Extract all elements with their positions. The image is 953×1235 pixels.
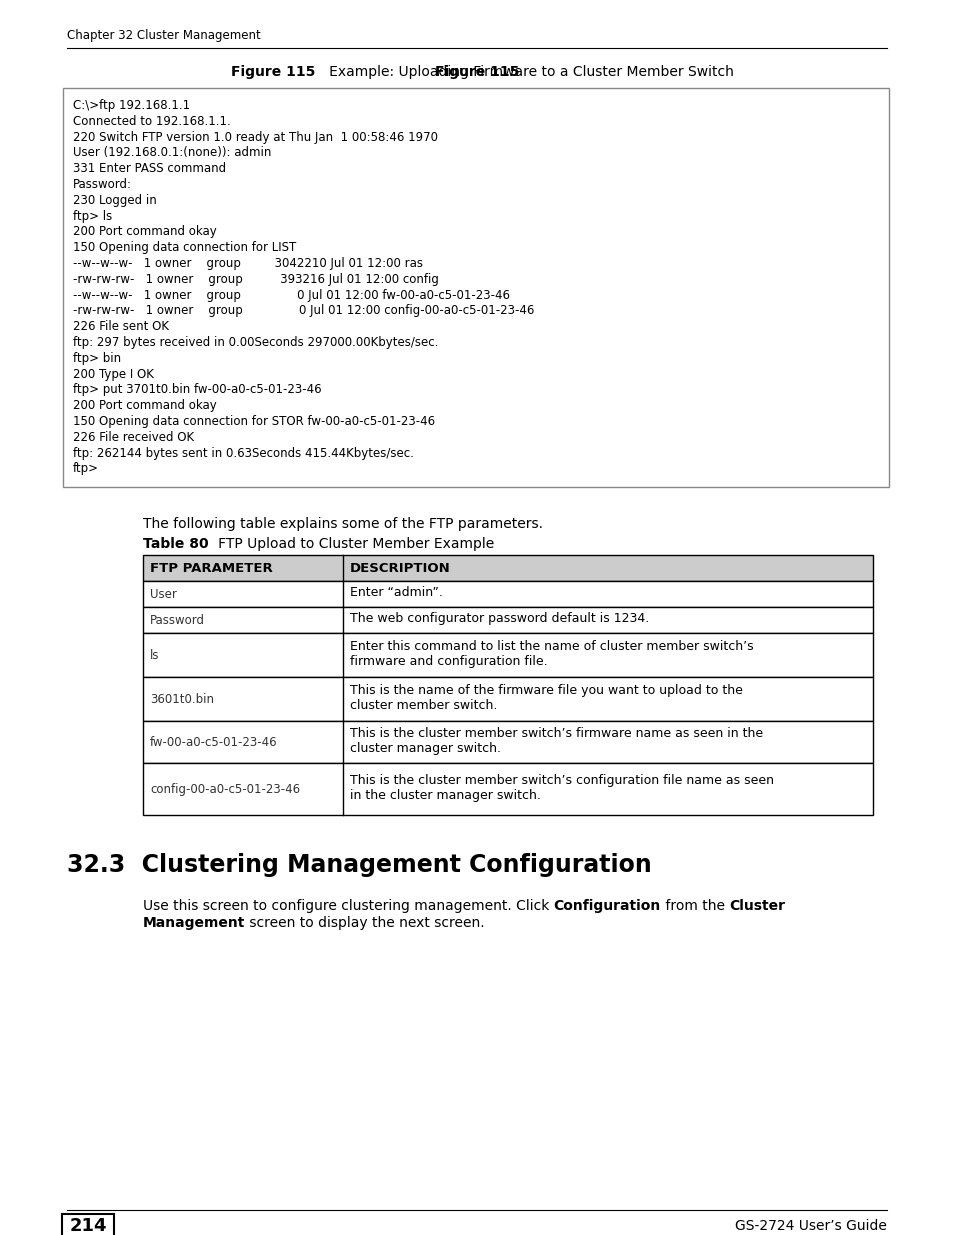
Text: 226 File received OK: 226 File received OK xyxy=(73,431,193,443)
Bar xyxy=(143,608,872,634)
Bar xyxy=(62,1214,113,1235)
Text: FTP PARAMETER: FTP PARAMETER xyxy=(150,562,273,574)
Text: Password:: Password: xyxy=(73,178,132,191)
Text: Enter “admin”.: Enter “admin”. xyxy=(350,587,442,599)
Text: The following table explains some of the FTP parameters.: The following table explains some of the… xyxy=(143,517,542,531)
Text: 200 Port command okay: 200 Port command okay xyxy=(73,399,216,412)
Text: Enter this command to list the name of cluster member switch’s: Enter this command to list the name of c… xyxy=(350,640,753,653)
Bar xyxy=(143,763,872,815)
Text: 200 Port command okay: 200 Port command okay xyxy=(73,226,216,238)
Text: ftp> put 3701t0.bin fw-00-a0-c5-01-23-46: ftp> put 3701t0.bin fw-00-a0-c5-01-23-46 xyxy=(73,383,321,396)
Text: User: User xyxy=(150,588,176,600)
Text: FTP Upload to Cluster Member Example: FTP Upload to Cluster Member Example xyxy=(205,537,494,551)
Text: from the: from the xyxy=(660,899,729,913)
Bar xyxy=(63,88,888,487)
Text: cluster manager switch.: cluster manager switch. xyxy=(350,742,500,755)
Text: 220 Switch FTP version 1.0 ready at Thu Jan  1 00:58:46 1970: 220 Switch FTP version 1.0 ready at Thu … xyxy=(73,131,437,143)
Bar xyxy=(143,634,872,677)
Text: Use this screen to configure clustering management. Click: Use this screen to configure clustering … xyxy=(143,899,553,913)
Text: This is the cluster member switch’s configuration file name as seen: This is the cluster member switch’s conf… xyxy=(350,773,773,787)
Text: 3601t0.bin: 3601t0.bin xyxy=(150,693,213,705)
Text: Cluster: Cluster xyxy=(729,899,784,913)
Text: 214: 214 xyxy=(70,1216,107,1235)
Text: ftp: 262144 bytes sent in 0.63Seconds 415.44Kbytes/sec.: ftp: 262144 bytes sent in 0.63Seconds 41… xyxy=(73,447,414,459)
Text: fw-00-a0-c5-01-23-46: fw-00-a0-c5-01-23-46 xyxy=(150,736,277,748)
Text: cluster member switch.: cluster member switch. xyxy=(350,699,497,713)
Text: Table 80: Table 80 xyxy=(143,537,209,551)
Text: ftp> ls: ftp> ls xyxy=(73,210,112,222)
Text: in the cluster manager switch.: in the cluster manager switch. xyxy=(350,789,540,803)
Text: 150 Opening data connection for LIST: 150 Opening data connection for LIST xyxy=(73,241,296,254)
Text: Figure 115   Example: Uploading Firmware to a Cluster Member Switch: Figure 115 Example: Uploading Firmware t… xyxy=(0,0,491,7)
Text: -rw-rw-rw-   1 owner    group               0 Jul 01 12:00 config-00-a0-c5-01-23: -rw-rw-rw- 1 owner group 0 Jul 01 12:00 … xyxy=(73,304,534,317)
Text: 226 File sent OK: 226 File sent OK xyxy=(73,320,169,333)
Text: 331 Enter PASS command: 331 Enter PASS command xyxy=(73,162,226,175)
Text: DESCRIPTION: DESCRIPTION xyxy=(350,562,450,574)
Text: ls: ls xyxy=(150,648,159,662)
Bar xyxy=(143,582,872,608)
Text: GS-2724 User’s Guide: GS-2724 User’s Guide xyxy=(735,1219,886,1233)
Text: Management: Management xyxy=(143,916,245,930)
Text: ftp>: ftp> xyxy=(73,462,99,475)
Bar xyxy=(143,721,872,763)
Text: --w--w--w-   1 owner    group         3042210 Jul 01 12:00 ras: --w--w--w- 1 owner group 3042210 Jul 01 … xyxy=(73,257,422,270)
Text: Figure 115: Figure 115 xyxy=(0,0,84,7)
Bar xyxy=(143,677,872,721)
Text: Password: Password xyxy=(150,614,205,626)
Text: Figure 115: Figure 115 xyxy=(232,65,315,79)
Text: firmware and configuration file.: firmware and configuration file. xyxy=(350,656,547,668)
Text: Example: Uploading Firmware to a Cluster Member Switch: Example: Uploading Firmware to a Cluster… xyxy=(315,65,733,79)
Text: 32.3  Clustering Management Configuration: 32.3 Clustering Management Configuration xyxy=(67,853,651,877)
Text: screen to display the next screen.: screen to display the next screen. xyxy=(245,916,484,930)
Text: -rw-rw-rw-   1 owner    group          393216 Jul 01 12:00 config: -rw-rw-rw- 1 owner group 393216 Jul 01 1… xyxy=(73,273,438,285)
Text: The web configurator password default is 1234.: The web configurator password default is… xyxy=(350,613,649,625)
Text: ftp> bin: ftp> bin xyxy=(73,352,121,364)
Text: User (192.168.0.1:(none)): admin: User (192.168.0.1:(none)): admin xyxy=(73,147,271,159)
Bar xyxy=(143,556,872,582)
Text: Configuration: Configuration xyxy=(553,899,660,913)
Text: --w--w--w-   1 owner    group               0 Jul 01 12:00 fw-00-a0-c5-01-23-46: --w--w--w- 1 owner group 0 Jul 01 12:00 … xyxy=(73,289,510,301)
Text: Chapter 32 Cluster Management: Chapter 32 Cluster Management xyxy=(67,28,260,42)
Text: This is the cluster member switch’s firmware name as seen in the: This is the cluster member switch’s firm… xyxy=(350,726,762,740)
Text: Connected to 192.168.1.1.: Connected to 192.168.1.1. xyxy=(73,115,231,127)
Text: C:\>ftp 192.168.1.1: C:\>ftp 192.168.1.1 xyxy=(73,99,190,112)
Text: Figure 115: Figure 115 xyxy=(435,65,518,79)
Text: 230 Logged in: 230 Logged in xyxy=(73,194,156,206)
Text: This is the name of the firmware file you want to upload to the: This is the name of the firmware file yo… xyxy=(350,684,742,697)
Text: 200 Type I OK: 200 Type I OK xyxy=(73,368,153,380)
Text: ftp: 297 bytes received in 0.00Seconds 297000.00Kbytes/sec.: ftp: 297 bytes received in 0.00Seconds 2… xyxy=(73,336,438,350)
Text: 150 Opening data connection for STOR fw-00-a0-c5-01-23-46: 150 Opening data connection for STOR fw-… xyxy=(73,415,435,429)
Text: config-00-a0-c5-01-23-46: config-00-a0-c5-01-23-46 xyxy=(150,783,300,795)
